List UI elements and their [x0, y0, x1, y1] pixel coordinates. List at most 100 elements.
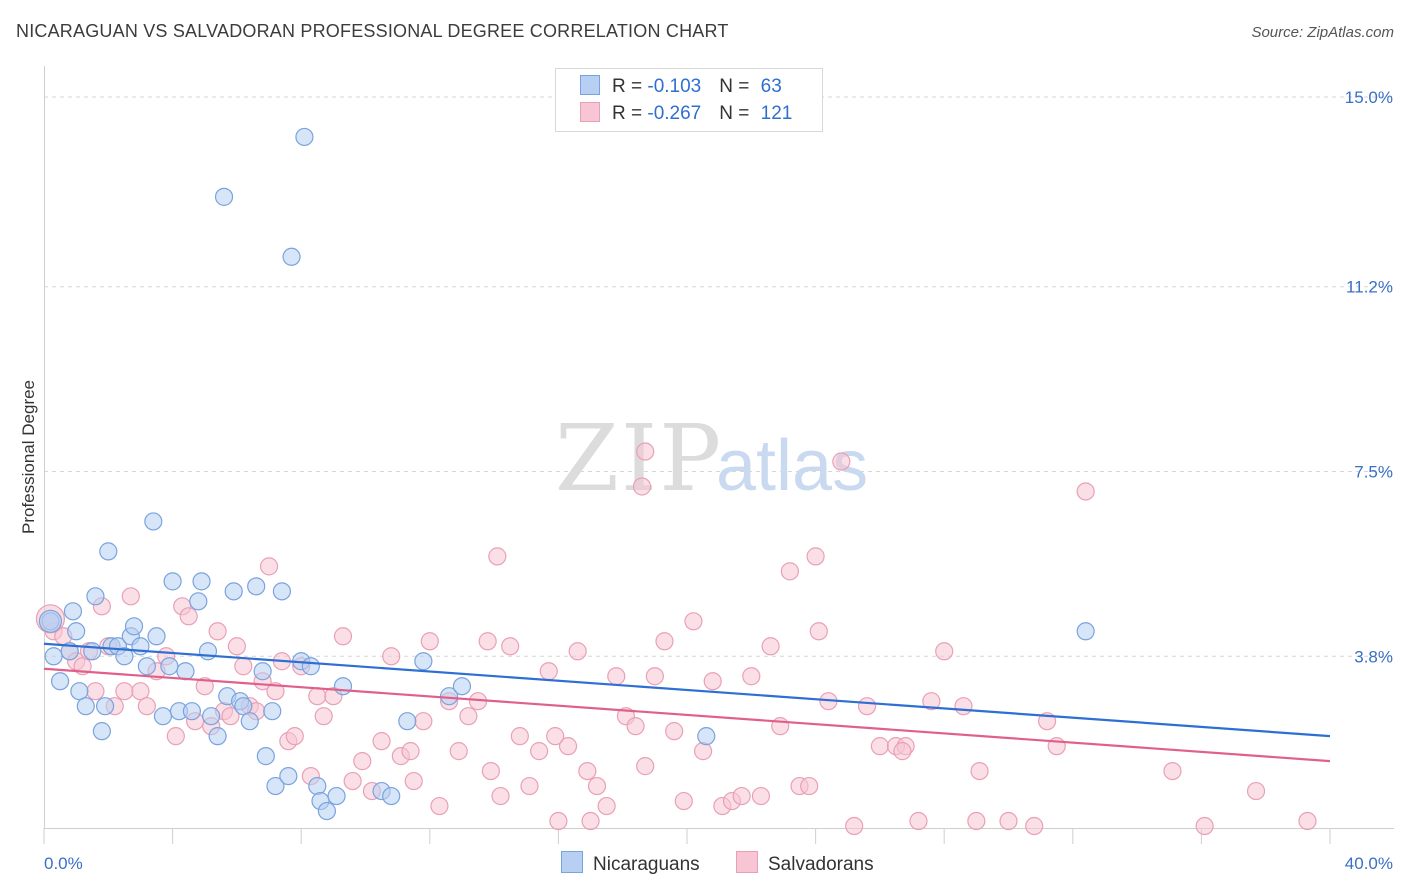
nicaraguan-point: [95, 697, 115, 716]
salvadoran-point: [665, 722, 684, 741]
nicaraguan-point: [182, 702, 201, 721]
correlation-legend: R = -0.103 N = 63 R = -0.267 N = 121: [555, 68, 823, 132]
salvadoran-point: [967, 811, 986, 831]
zipatlas-watermark: ZIP atlas: [555, 405, 868, 512]
nicaraguan-point: [189, 592, 208, 611]
salvadoran-point: [922, 692, 941, 711]
nicaraguan-point: [224, 582, 243, 601]
trend-lines: [43, 642, 1331, 763]
nicaraguan-point: [163, 572, 182, 591]
legend-r-label: R =: [612, 76, 648, 97]
salvadoran-point: [845, 816, 864, 836]
nicaraguan-point: [160, 657, 179, 676]
salvadoran-point: [909, 811, 928, 831]
salvadoran-point: [115, 682, 134, 701]
salvadoran-point: [314, 707, 333, 726]
salvadoran-point: [404, 771, 423, 791]
nicaraguan-point: [192, 572, 211, 591]
nicaraguan-point: [266, 776, 285, 796]
salvadoran-point: [800, 776, 819, 796]
salvadoran-point: [674, 791, 693, 811]
salvadoran-point: [166, 727, 185, 746]
salvadoran-point: [1163, 761, 1182, 781]
nicaraguan-point: [327, 786, 346, 806]
legend-n-label: N =: [719, 103, 755, 124]
salvadoran-point: [857, 697, 877, 716]
salvadoran-point: [491, 786, 510, 806]
nicaraguan-point: [144, 512, 163, 531]
source-label: Source: ZipAtlas.com: [1251, 24, 1394, 41]
legend-r-value: -0.267: [647, 103, 702, 124]
salvadoran-point: [549, 811, 568, 831]
nicaraguan-point: [198, 642, 218, 661]
salvadoran-point: [806, 547, 825, 566]
nicaraguan-point: [282, 247, 301, 266]
nicaraguan-point: [99, 542, 118, 561]
nicaraguan-point: [86, 587, 105, 606]
salvadoran-point: [999, 811, 1018, 831]
salvadoran-point: [568, 642, 587, 661]
salvadoran-point: [1076, 482, 1095, 501]
nicaraguan-point: [202, 707, 221, 726]
salvadoran-point: [195, 677, 214, 696]
salvadoran-point: [285, 727, 304, 746]
salvadoran-point: [954, 697, 973, 716]
nicaraguan-point: [301, 657, 320, 676]
salvadorans-trend-line: [43, 667, 1331, 763]
nicaraguan-point: [38, 609, 63, 633]
salvadoran-point: [636, 757, 655, 776]
salvadoran-point: [259, 557, 279, 576]
nicaraguan-point: [247, 577, 266, 596]
salvadoran-point: [530, 742, 549, 761]
nicaraguan-point: [382, 786, 401, 806]
y-tick-label: 7.5%: [1354, 463, 1393, 482]
nicaraguan-point: [76, 697, 95, 716]
nicaraguan-point: [153, 707, 173, 726]
nicaraguan-point: [147, 627, 166, 646]
nicaraguan-point: [208, 727, 227, 746]
grid-lines: [44, 96, 1394, 657]
salvadoran-point: [1195, 816, 1214, 836]
salvadoran-point: [234, 657, 253, 676]
salvadoran-point: [780, 562, 799, 581]
salvadoran-point: [693, 742, 713, 761]
salvadoran-point: [632, 477, 652, 496]
legend-n-value: 63: [760, 76, 782, 97]
nicaraguan-point: [253, 662, 272, 681]
x-tick-label-min: 0.0%: [44, 854, 83, 873]
salvadoran-point: [382, 647, 401, 666]
legend-label-nicaraguans: Nicaraguans: [593, 854, 700, 875]
nicaraguan-point: [279, 766, 298, 786]
salvadoran-point: [1246, 781, 1266, 801]
salvadoran-point: [353, 752, 372, 771]
legend-swatch-pink: [580, 102, 600, 122]
nicaraguan-point: [92, 722, 111, 741]
legend-label-salvadorans: Salvadorans: [768, 854, 874, 875]
salvadoran-point: [501, 637, 520, 656]
salvadoran-point: [809, 622, 828, 641]
salvadoran-point: [607, 667, 626, 686]
salvadoran-point: [478, 632, 497, 651]
y-tick-label: 15.0%: [1345, 88, 1393, 107]
salvadoran-point: [221, 707, 240, 726]
salvadoran-point: [626, 717, 645, 736]
salvadoran-point: [266, 682, 285, 701]
legend-swatch-blue: [580, 75, 600, 95]
salvadoran-point: [86, 682, 105, 701]
nicaraguan-point: [452, 677, 472, 696]
salvadoran-point: [558, 737, 578, 756]
salvadoran-point: [636, 442, 655, 461]
salvadoran-point: [208, 622, 227, 641]
salvadoran-point: [137, 697, 156, 716]
salvadoran-point: [893, 742, 912, 761]
nicaraguan-point: [263, 702, 282, 721]
nicaraguan-point: [83, 642, 102, 661]
legend-n-value: 121: [760, 103, 793, 124]
nicaraguan-point: [295, 127, 314, 147]
x-axis-ticks: [43, 828, 1331, 844]
salvadoran-point: [732, 786, 751, 806]
salvadoran-point: [420, 632, 439, 651]
salvadoran-point: [481, 761, 500, 781]
salvadoran-point: [488, 547, 507, 566]
